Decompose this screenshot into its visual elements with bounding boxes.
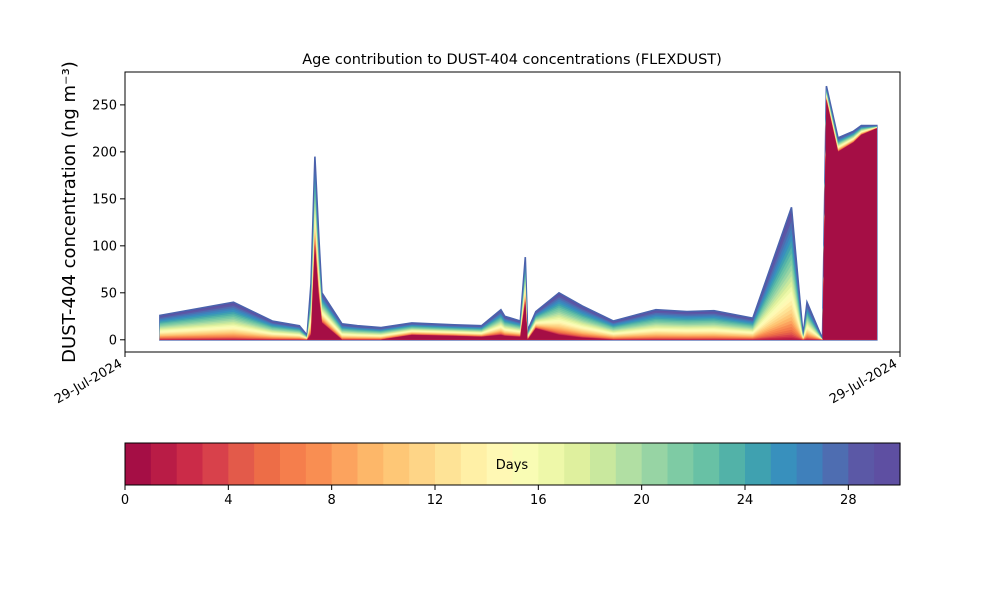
colorbar-segment	[228, 443, 255, 485]
colorbar-tick-label: 16	[530, 493, 547, 508]
colorbar-segment	[745, 443, 772, 485]
colorbar-segment	[564, 443, 591, 485]
y-tick-label: 250	[92, 98, 117, 113]
colorbar-segment	[538, 443, 565, 485]
colorbar	[125, 443, 901, 485]
colorbar-segment	[719, 443, 746, 485]
colorbar-segment	[305, 443, 333, 485]
x-tick-label: 29-Jul-2024	[827, 356, 900, 407]
colorbar-tick-label: 0	[121, 493, 129, 508]
colorbar-tick-label: 4	[224, 493, 232, 508]
age-band-21	[159, 92, 877, 340]
colorbar-segment	[486, 443, 514, 485]
plot-frame	[124, 71, 901, 353]
age-band-areas	[159, 85, 878, 341]
y-axis-ticks: 0 50 100 150 200 250	[92, 98, 125, 348]
colorbar-segment	[176, 443, 204, 485]
y-tick-label: 50	[100, 286, 117, 301]
x-axis-ticks: 29-Jul-2024 29-Jul-2024	[52, 352, 901, 407]
colorbar-segment	[383, 443, 410, 485]
colorbar-frame	[124, 442, 901, 486]
y-tick-label: 100	[92, 239, 117, 254]
colorbar-tick-label: 20	[633, 493, 650, 508]
colorbar-segment	[822, 443, 849, 485]
colorbar-segment	[331, 443, 359, 485]
colorbar-label: Days	[496, 458, 529, 473]
colorbar-ticks: 0 4 8 12 16 20 24 28	[121, 485, 857, 508]
age-band-24	[159, 90, 877, 340]
colorbar-segment	[590, 443, 617, 485]
colorbar-segment	[667, 443, 694, 485]
y-tick-label: 150	[92, 192, 117, 207]
colorbar-segment	[280, 443, 307, 485]
y-axis-label: DUST-404 concentration (ng m⁻³)	[59, 61, 80, 363]
colorbar-segment	[150, 443, 178, 485]
colorbar-segment	[254, 443, 281, 485]
colorbar-tick-label: 28	[840, 493, 857, 508]
colorbar-tick-label: 12	[427, 493, 444, 508]
colorbar-tick-label: 8	[328, 493, 336, 508]
colorbar-segment	[202, 443, 229, 485]
colorbar-segment	[770, 443, 798, 485]
colorbar-segment	[641, 443, 669, 485]
y-tick-label: 0	[109, 333, 117, 348]
x-tick-label: 29-Jul-2024	[52, 356, 125, 407]
y-tick-label: 200	[92, 145, 117, 160]
colorbar-segment	[615, 443, 643, 485]
colorbar-segment	[512, 443, 539, 485]
colorbar-segment	[874, 443, 901, 485]
colorbar-segment	[435, 443, 462, 485]
colorbar-tick-label: 24	[737, 493, 754, 508]
colorbar-segment	[357, 443, 384, 485]
colorbar-segment	[460, 443, 488, 485]
colorbar-segment	[848, 443, 875, 485]
colorbar-segment	[125, 443, 152, 485]
colorbar-segment	[409, 443, 436, 485]
colorbar-segment	[796, 443, 824, 485]
chart-title: Age contribution to DUST-404 concentrati…	[302, 52, 722, 68]
colorbar-segment	[693, 443, 720, 485]
